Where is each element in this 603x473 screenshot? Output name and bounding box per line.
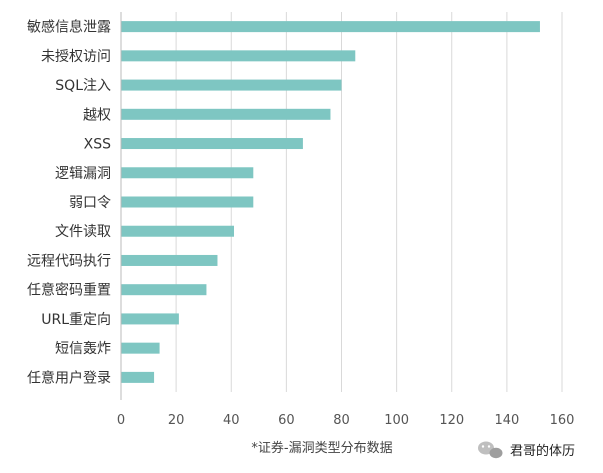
category-label: 逻辑漏洞	[55, 166, 111, 182]
category-label: 未授权访问	[41, 49, 111, 65]
x-tick-label: 0	[117, 413, 125, 428]
category-label: 任意用户登录	[27, 369, 111, 386]
x-tick-labels: 0 20 40 60 80 100 120 140 160	[117, 413, 575, 428]
category-label: 任意密码重置	[27, 282, 111, 299]
bars	[121, 21, 540, 383]
bar	[121, 138, 303, 150]
category-label: 短信轰炸	[55, 340, 111, 357]
bar	[121, 79, 342, 91]
x-tick-label: 140	[494, 413, 519, 428]
x-axis-caption: *证券-漏洞类型分布数据	[251, 440, 392, 456]
bar	[121, 284, 207, 296]
bar	[121, 21, 540, 33]
x-tick-label: 60	[278, 413, 295, 428]
category-label: SQL注入	[55, 78, 111, 94]
category-label: XSS	[84, 137, 111, 153]
bar	[121, 342, 160, 354]
watermark: 君哥的体历	[478, 441, 575, 459]
bar	[121, 254, 218, 266]
bar	[121, 371, 155, 383]
bar	[121, 167, 254, 179]
wechat-icon	[478, 441, 503, 459]
watermark-text: 君哥的体历	[510, 443, 575, 459]
x-tick-label: 120	[439, 413, 464, 428]
category-label: 越权	[83, 107, 111, 123]
bar	[121, 108, 331, 120]
category-label: 文件读取	[55, 223, 111, 240]
category-label: 弱口令	[69, 195, 111, 211]
grid-lines	[175, 12, 563, 392]
bar	[121, 196, 254, 208]
x-tick-label: 80	[333, 413, 350, 428]
category-label: URL重定向	[41, 312, 111, 328]
bar	[121, 50, 356, 62]
bar	[121, 225, 235, 237]
category-label: 敏感信息泄露	[27, 19, 111, 36]
x-tick-label: 100	[384, 413, 409, 428]
category-label: 远程代码执行	[27, 253, 111, 269]
x-tick-label: 20	[168, 413, 185, 428]
x-tick-label: 160	[550, 413, 575, 428]
x-tick-label: 40	[223, 413, 240, 428]
bar	[121, 313, 179, 325]
